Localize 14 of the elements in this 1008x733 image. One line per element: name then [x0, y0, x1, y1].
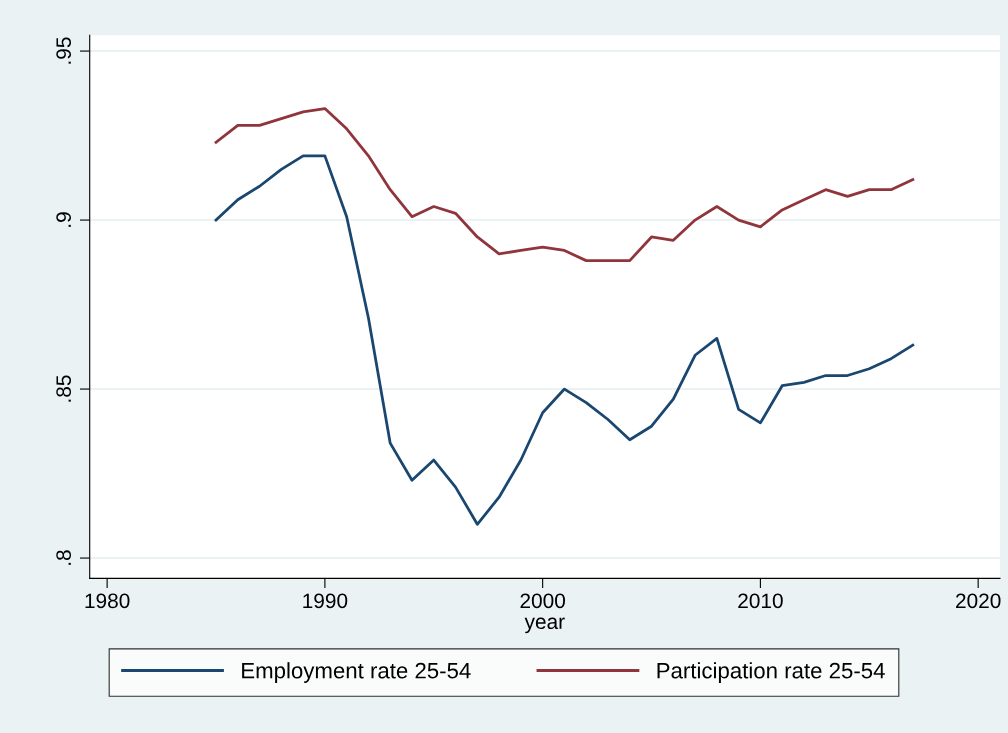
- x-tick-label: 2020: [956, 593, 1001, 609]
- line-series: [214, 107, 915, 263]
- legend-label: Employment rate 25-54: [242, 662, 471, 683]
- y-tick-label: .8: [56, 550, 72, 565]
- x-tick-label: 1990: [303, 593, 348, 609]
- y-tick-label: .9: [56, 212, 72, 227]
- x-tick-label: 2010: [738, 593, 783, 609]
- x-tick-label: 1980: [85, 593, 130, 609]
- line-series: [214, 154, 915, 526]
- legend-label: Participation rate 25-54: [657, 662, 885, 683]
- y-tick-label: .85: [56, 375, 72, 402]
- x-axis-title: year: [524, 617, 565, 634]
- y-tick-label: .95: [56, 37, 72, 64]
- x-tick-label: 2000: [520, 593, 566, 609]
